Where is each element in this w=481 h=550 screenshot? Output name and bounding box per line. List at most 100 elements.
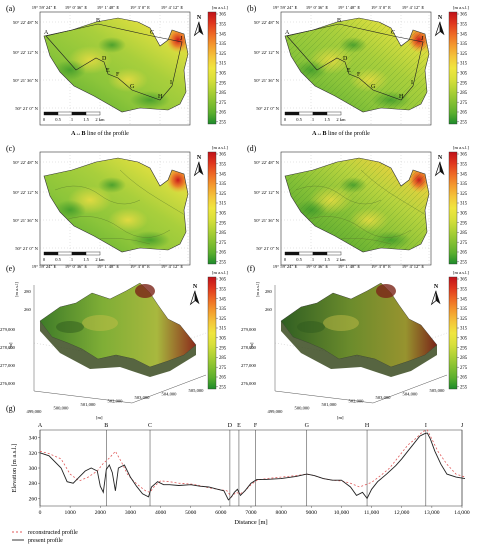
- elevation-colorbar: [m a.s.l.] 365 355 345 335 325 315 305 295 285 275…: [448, 270, 469, 391]
- map-panel-c: (c) 50° 22' 48" N 50° 22' 12" N 50° 21' 36"…: [6, 144, 228, 269]
- svg-text:315: 315: [219, 62, 227, 67]
- svg-text:285: 285: [219, 231, 227, 236]
- svg-text:500,000: 500,000: [54, 406, 70, 412]
- legend-label: present profile: [28, 537, 63, 544]
- svg-text:265: 265: [460, 111, 468, 116]
- x-tick-label: 5000: [185, 510, 196, 516]
- profile-marker-label: J: [461, 423, 464, 429]
- elevation-colorbar: [m a.s.l.] 365 355 345 335 325 315 305 295 285 275…: [448, 145, 469, 266]
- svg-text:499,000: 499,000: [27, 409, 43, 415]
- lon-label: 19° 0' 36" E: [65, 5, 87, 10]
- north-arrow-icon: N: [435, 15, 445, 36]
- svg-text:325: 325: [460, 192, 468, 197]
- svg-text:255: 255: [219, 386, 227, 391]
- svg-text:295: 295: [460, 221, 468, 226]
- profile-point-label: G: [371, 84, 376, 90]
- svg-text:N: N: [438, 15, 443, 21]
- scale-bar: 0 0.5 1 1.5 2 km: [43, 251, 105, 262]
- svg-text:503,000: 503,000: [376, 395, 392, 401]
- y-tick-label: 340: [29, 436, 38, 442]
- svg-text:278,000: 278,000: [241, 345, 257, 351]
- svg-text:345: 345: [219, 297, 227, 302]
- svg-text:345: 345: [219, 172, 227, 177]
- profile-point-label: B: [337, 18, 341, 24]
- profile-point-label: C: [391, 30, 395, 36]
- svg-text:305: 305: [460, 337, 468, 342]
- svg-text:255: 255: [460, 261, 468, 266]
- profile-marker-label: D: [228, 423, 233, 429]
- lat-label: 50° 22' 12" N: [254, 50, 280, 55]
- svg-text:504,000: 504,000: [162, 392, 178, 398]
- panel-letter: (g): [6, 404, 16, 413]
- svg-text:502,000: 502,000: [349, 399, 365, 405]
- svg-text:275: 275: [460, 241, 468, 246]
- profile-marker-label: G: [305, 423, 310, 429]
- svg-text:355: 355: [219, 288, 227, 293]
- svg-text:325: 325: [219, 192, 227, 197]
- svg-text:275: 275: [460, 101, 468, 106]
- lon-label: 19° 59' 24" E: [32, 264, 57, 269]
- svg-text:305: 305: [460, 212, 468, 217]
- svg-text:[m]: [m]: [8, 342, 13, 349]
- svg-text:[m a.s.l.]: [m a.s.l.]: [453, 5, 469, 10]
- svg-text:1: 1: [71, 257, 73, 262]
- svg-text:1: 1: [71, 117, 73, 122]
- profile-line: A B C J I H G FED: [285, 18, 424, 101]
- panel-letter: (d): [247, 144, 257, 153]
- lon-label: 19° 3' 0" E: [371, 264, 391, 269]
- profile-marker-label: I: [425, 423, 427, 429]
- lat-label: 50° 22' 12" N: [13, 190, 39, 195]
- lat-label: 50° 21' 36" N: [13, 218, 39, 223]
- x-tick-label: 0: [39, 510, 42, 516]
- svg-text:295: 295: [219, 221, 227, 226]
- profile-point-label: J: [421, 36, 424, 42]
- lon-label: 19° 1' 48" E: [97, 5, 119, 10]
- svg-text:[m a.s.l.]: [m a.s.l.]: [453, 270, 469, 275]
- study-area-boundary: [284, 17, 430, 113]
- svg-text:315: 315: [460, 327, 468, 332]
- svg-text:365: 365: [460, 278, 468, 283]
- svg-text:[m a.s.l]: [m a.s.l]: [255, 282, 260, 297]
- lon-label: 19° 4' 12" E: [161, 5, 183, 10]
- plot-area: [39, 429, 463, 507]
- panel-letter: (a): [6, 4, 15, 13]
- svg-text:501,000: 501,000: [81, 402, 97, 408]
- svg-text:365: 365: [219, 278, 227, 283]
- svg-text:N: N: [197, 15, 202, 21]
- profile-marker-label: C: [148, 423, 152, 429]
- svg-text:335: 335: [219, 182, 227, 187]
- svg-text:315: 315: [219, 202, 227, 207]
- x-tick-label: 11,000: [364, 510, 379, 516]
- map-panel-d: (d) 50° 22' 48" N 50° 22' 12" N 50° 21' 36"…: [247, 144, 469, 269]
- profile-marker-label: A: [38, 423, 43, 429]
- profile-point-label: C: [150, 30, 154, 36]
- perspective-panel-e: (e) [m a.s.l] [m] [m] 280 260 276,000 277,000 27…: [0, 264, 228, 420]
- panel-letter: (c): [6, 144, 15, 153]
- svg-text:N: N: [197, 155, 202, 161]
- svg-text:276,000: 276,000: [0, 381, 16, 387]
- lat-label: 50° 21' 0" N: [256, 246, 279, 251]
- x-tick-label: 6000: [215, 510, 226, 516]
- svg-text:0: 0: [43, 117, 46, 122]
- panel-letter: (b): [247, 4, 257, 13]
- svg-text:N: N: [193, 284, 198, 290]
- study-area-boundary: [284, 157, 430, 253]
- scale-bar: 0 0.5 1 1.5 2 km: [43, 111, 105, 122]
- svg-text:305: 305: [219, 212, 227, 217]
- svg-text:276,000: 276,000: [241, 381, 257, 387]
- lon-label: 19° 4' 12" E: [402, 264, 424, 269]
- svg-text:305: 305: [219, 337, 227, 342]
- svg-text:295: 295: [460, 81, 468, 86]
- svg-text:1.5: 1.5: [324, 257, 330, 262]
- profile-point-label: D: [102, 56, 107, 62]
- scale-bar: 0 0.5 1 1.5 2 km: [284, 111, 346, 122]
- terrain-area: [285, 158, 429, 252]
- lat-label: 50° 22' 48" N: [13, 160, 39, 165]
- svg-text:1: 1: [312, 257, 314, 262]
- svg-text:315: 315: [460, 62, 468, 67]
- svg-text:0: 0: [43, 257, 46, 262]
- lon-label: 19° 59' 24" E: [273, 264, 298, 269]
- svg-text:295: 295: [219, 346, 227, 351]
- terrain-side: [40, 321, 196, 377]
- series-line-present-profile: [39, 432, 466, 501]
